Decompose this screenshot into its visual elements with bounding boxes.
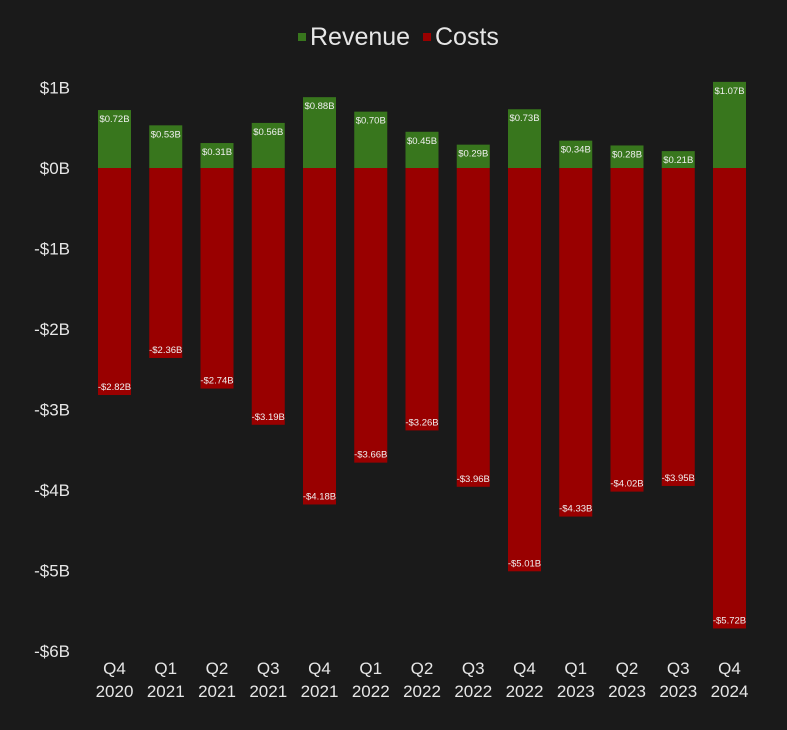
bar-costs [456,168,490,487]
x-tick-label-quarter: Q1 [564,659,587,678]
x-tick-label-quarter: Q3 [257,659,280,678]
bar-costs [405,168,439,431]
data-label-revenue: $0.73B [509,113,539,124]
bars: $0.72B -$2.82B $0.53B -$2.36B $0.31B -$2.74B $… [98,81,746,629]
data-label-costs: -$3.19B [252,412,285,423]
x-tick-label-quarter: Q3 [462,659,485,678]
data-label-revenue: $0.34B [561,145,591,156]
data-label-costs: -$5.72B [713,615,746,626]
legend: Revenue Costs [298,23,499,51]
data-label-revenue: $0.31B [202,147,232,158]
data-label-costs: -$4.18B [303,491,336,502]
data-label-revenue: $0.28B [612,149,642,160]
bar-revenue [354,111,388,168]
bar-revenue [200,143,234,168]
data-label-revenue: $0.45B [407,136,437,147]
legend-label-costs: Costs [435,23,499,51]
data-label-revenue: $0.53B [151,129,181,140]
x-tick-label-year: 2022 [352,682,390,701]
x-tick-label-year: 2022 [506,682,544,701]
bar-costs [200,168,234,389]
x-tick-label-year: 2022 [403,682,441,701]
bar-costs [661,168,695,486]
x-tick-label-quarter: Q2 [206,659,229,678]
data-label-costs: -$5.01B [508,558,541,569]
x-tick-label-year: 2021 [249,682,287,701]
x-tick-label-year: 2023 [608,682,646,701]
data-label-revenue: $0.72B [99,114,129,125]
x-tick-label-year: 2021 [198,682,236,701]
bar-costs [98,168,131,396]
x-tick-label-year: 2024 [711,682,749,701]
data-label-revenue: $0.88B [304,101,334,112]
legend-swatch-revenue [298,33,306,41]
y-tick-label: $1B [40,79,70,98]
x-tick-label-year: 2020 [96,682,134,701]
data-label-revenue: $0.29B [458,149,488,160]
x-tick-label-quarter: Q4 [718,659,741,678]
x-tick-label-quarter: Q1 [154,659,177,678]
x-tick-label-quarter: Q3 [667,659,690,678]
bar-costs [559,168,593,517]
bar-costs [251,168,285,425]
data-label-costs: -$4.02B [610,479,643,490]
x-tick-label-year: 2023 [557,682,595,701]
bar-revenue [98,110,131,168]
bar-revenue [508,109,541,168]
y-tick-label: -$2B [34,320,70,339]
data-label-costs: -$2.36B [149,345,182,356]
data-label-costs: -$3.26B [405,417,438,428]
legend-swatch-costs [423,33,431,41]
y-tick-label: -$5B [34,562,70,581]
bar-revenue [405,131,439,168]
bar-revenue [559,140,593,168]
data-label-revenue: $1.07B [714,86,744,97]
bar-revenue [149,125,183,168]
data-label-revenue: $0.56B [253,127,283,138]
bar-revenue [251,122,285,168]
bar-costs [354,168,388,463]
bar-revenue [303,97,336,168]
x-tick-label-quarter: Q1 [359,659,382,678]
x-tick-label-year: 2022 [454,682,492,701]
data-label-revenue: $0.70B [356,116,386,127]
data-label-costs: -$3.66B [354,450,387,461]
y-tick-label: -$4B [34,481,70,500]
bar-costs [610,168,644,492]
y-axis: $1B $0B -$1B -$2B -$3B -$4B -$5B -$6B [34,79,70,662]
x-tick-label-year: 2021 [301,682,339,701]
x-tick-label-year: 2023 [659,682,697,701]
legend-label-revenue: Revenue [310,23,410,51]
bar-costs [303,168,336,505]
x-tick-label-quarter: Q4 [103,659,126,678]
x-tick-label-quarter: Q2 [411,659,434,678]
data-label-costs: -$2.82B [98,382,131,393]
bar-revenue [713,81,746,168]
data-label-costs: -$2.74B [200,376,233,387]
y-tick-label: -$1B [34,240,70,259]
x-tick-label-quarter: Q4 [513,659,536,678]
bar-costs [713,168,746,629]
bar-costs [149,168,183,358]
bar-costs [508,168,541,572]
bar-revenue [610,145,644,168]
x-axis: Q4 2020 Q1 2021 Q2 2021 Q3 2021 Q4 2021 Q1 2022 Q2 20… [96,659,749,701]
y-tick-label: -$3B [34,401,70,420]
y-tick-label: -$6B [34,642,70,661]
bar-revenue [661,151,695,168]
x-tick-label-year: 2021 [147,682,185,701]
data-label-costs: -$4.33B [559,504,592,515]
x-tick-label-quarter: Q2 [616,659,639,678]
data-label-costs: -$3.96B [457,474,490,485]
y-tick-label: $0B [40,159,70,178]
x-tick-label-quarter: Q4 [308,659,331,678]
data-label-revenue: $0.21B [663,155,693,166]
data-label-costs: -$3.95B [662,473,695,484]
bar-revenue [456,144,490,168]
